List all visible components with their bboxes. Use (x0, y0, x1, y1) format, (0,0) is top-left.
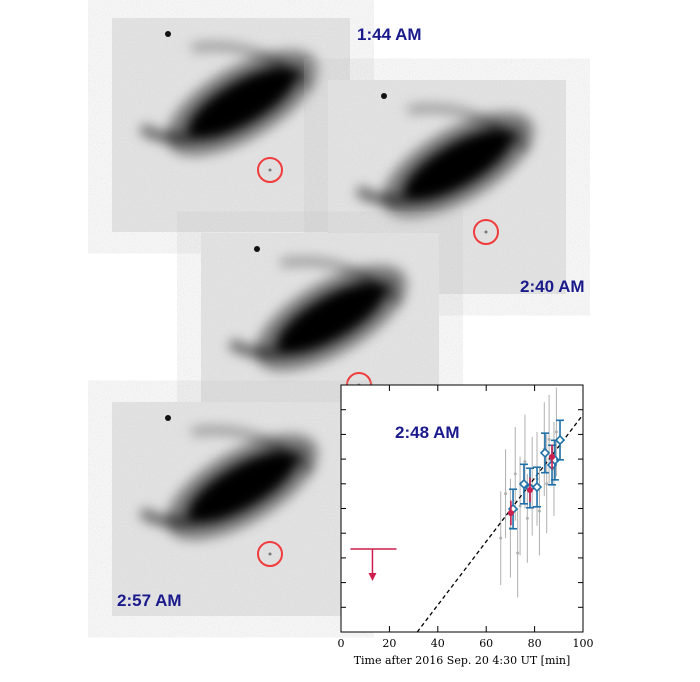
data-point (518, 504, 522, 508)
x-tick-label: 40 (431, 637, 445, 650)
data-point (525, 516, 529, 520)
plot: 0 20 40 60 80 100 (338, 385, 594, 650)
data-point (499, 536, 503, 540)
galaxy-image (112, 402, 350, 616)
data-point (547, 437, 551, 441)
data-point (516, 551, 520, 555)
panel-label: 2:40 AM (520, 277, 585, 296)
data-point (537, 509, 541, 513)
upper-limit-arrowhead (368, 573, 377, 582)
galaxy-image (112, 18, 350, 232)
data-point (523, 460, 527, 464)
data-point (549, 453, 556, 460)
data-point (554, 430, 558, 434)
data-point (539, 447, 551, 459)
data-point (545, 482, 549, 486)
data-point (518, 478, 530, 490)
panel-label: 1:44 AM (357, 25, 422, 44)
x-tick-label: 100 (573, 637, 594, 650)
data-point (504, 492, 508, 496)
x-axis-label: Time after 2016 Sep. 20 4:30 UT [min] (354, 654, 571, 667)
x-tick-label: 20 (382, 637, 396, 650)
data-point (554, 434, 566, 446)
data-point (513, 472, 517, 476)
data-point (507, 509, 514, 516)
panel-label: 2:48 AM (395, 423, 460, 442)
data-point (531, 481, 543, 493)
data-point (527, 486, 534, 493)
plot-frame (340, 384, 584, 633)
panel-label: 2:57 AM (117, 591, 182, 610)
x-tick-label: 60 (479, 637, 493, 650)
x-tick-label: 0 (338, 637, 345, 650)
x-tick-label: 80 (528, 637, 542, 650)
